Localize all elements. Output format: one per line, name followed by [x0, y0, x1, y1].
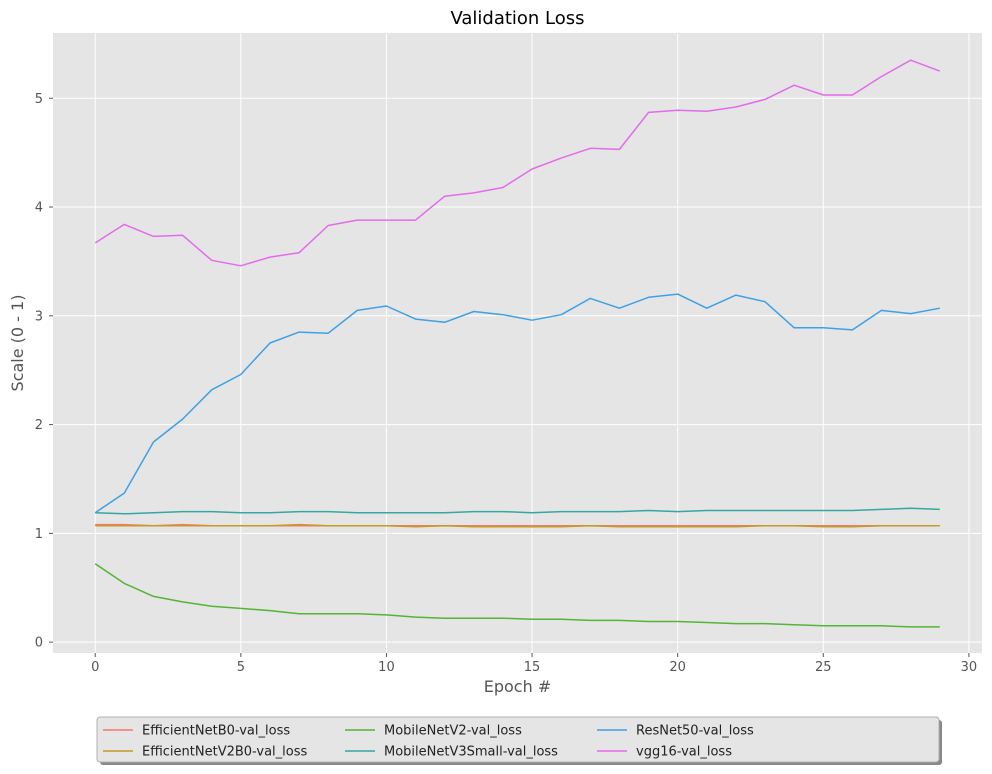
y-tick-label: 1	[35, 527, 43, 542]
legend-box	[96, 716, 940, 763]
series-lines	[94, 59, 941, 628]
y-axis-label: Scale (0 - 1)	[8, 295, 27, 392]
legend-label: EfficientNetB0-val_loss	[142, 724, 290, 739]
x-tick-label: 25	[815, 660, 832, 675]
series-line-efficientnetv2b0-val-loss	[95, 523, 940, 528]
y-tick-label: 5	[35, 92, 43, 107]
legend-label: vgg16-val_loss	[636, 745, 732, 760]
x-tick-label: 5	[237, 660, 245, 675]
series-line-mobilenetv3small-val-loss	[95, 507, 940, 515]
legend-label: MobileNetV3Small-val_loss	[384, 745, 558, 760]
x-tick-label: 20	[669, 660, 686, 675]
series-line-vgg16-val-loss	[94, 59, 941, 267]
x-tick-label: 15	[524, 660, 541, 675]
y-tick-label: 4	[35, 201, 43, 216]
x-tick-label: 30	[961, 660, 978, 675]
tick-marks: 0 5 10 15 20 25 30 0 1 2 3 4 5	[35, 92, 977, 675]
x-tick-label: 10	[378, 660, 395, 675]
legend-label: ResNet50-val_loss	[636, 724, 754, 739]
y-tick-label: 0	[35, 636, 43, 651]
legend-label: MobileNetV2-val_loss	[384, 724, 522, 739]
series-line-resnet50-val-loss	[94, 293, 940, 514]
grid-lines	[53, 33, 982, 653]
y-tick-label: 2	[35, 418, 43, 433]
legend-items: EfficientNetB0-val_loss EfficientNetV2B0-…	[103, 724, 754, 760]
legend-label: EfficientNetV2B0-val_loss	[142, 745, 308, 760]
y-tick-label: 3	[35, 309, 43, 324]
x-axis-label: Epoch #	[484, 677, 551, 696]
plot-area	[53, 33, 982, 653]
legend: EfficientNetB0-val_loss EfficientNetV2B0-…	[96, 716, 942, 765]
chart-title: Validation Loss	[450, 8, 584, 29]
series-line-mobilenetv2-val-loss	[94, 563, 940, 628]
x-tick-label: 0	[91, 660, 99, 675]
